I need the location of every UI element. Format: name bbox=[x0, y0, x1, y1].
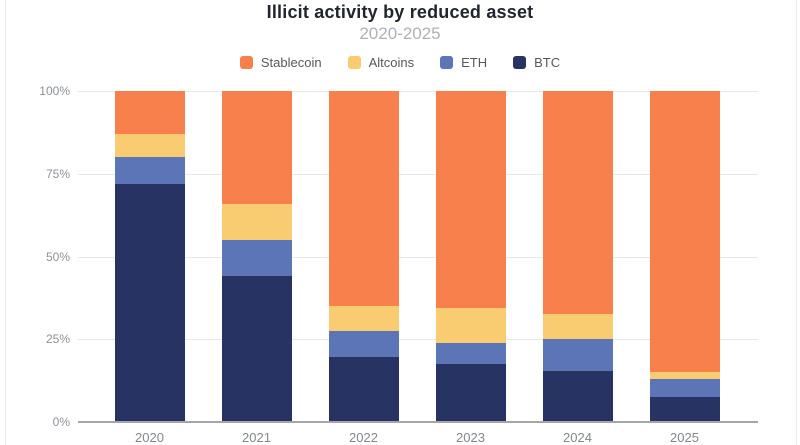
segment-stablecoin-2022 bbox=[328, 91, 399, 307]
bar-slot-2020: 2020 bbox=[96, 91, 203, 445]
gridline-25 bbox=[78, 339, 758, 341]
gridline-50 bbox=[78, 256, 758, 258]
y-axis-tick-100: 100% bbox=[39, 84, 70, 98]
gridline-75 bbox=[78, 173, 758, 175]
segment-eth-2025 bbox=[649, 378, 720, 398]
segment-altcoins-2021 bbox=[221, 203, 292, 240]
legend-swatch-stablecoin bbox=[239, 56, 253, 69]
card-border-left bbox=[5, 0, 6, 445]
legend-label-btc: BTC bbox=[534, 55, 561, 70]
bar-2021 bbox=[221, 91, 292, 422]
gridline-100 bbox=[78, 91, 758, 92]
segment-altcoins-2024 bbox=[542, 314, 613, 340]
segment-stablecoin-2020 bbox=[114, 91, 185, 135]
bar-2022 bbox=[328, 91, 399, 422]
segment-btc-2021 bbox=[221, 276, 292, 422]
legend-item-btc[interactable]: BTC bbox=[513, 55, 560, 70]
legend-item-altcoins[interactable]: Altcoins bbox=[347, 55, 415, 70]
x-axis-tick-2025: 2025 bbox=[670, 430, 699, 445]
bar-slot-2023: 2023 bbox=[417, 91, 524, 445]
segment-eth-2020 bbox=[114, 157, 185, 184]
segment-eth-2022 bbox=[328, 330, 399, 358]
bar-slot-2025: 2025 bbox=[631, 91, 738, 445]
segment-stablecoin-2025 bbox=[649, 91, 720, 373]
x-axis-tick-2020: 2020 bbox=[135, 430, 164, 445]
y-axis-tick-75: 75% bbox=[45, 166, 70, 181]
legend-swatch-altcoins bbox=[347, 56, 361, 69]
y-axis-tick-25: 25% bbox=[45, 332, 70, 347]
segment-altcoins-2025 bbox=[649, 372, 720, 379]
bar-slot-2022: 2022 bbox=[310, 91, 417, 445]
legend-label-altcoins: Altcoins bbox=[368, 55, 415, 70]
legend-label-eth: ETH bbox=[461, 55, 488, 70]
segment-altcoins-2020 bbox=[114, 134, 185, 158]
segment-btc-2023 bbox=[435, 364, 506, 422]
segment-stablecoin-2021 bbox=[221, 91, 292, 204]
bar-2023 bbox=[435, 91, 506, 422]
legend-swatch-eth bbox=[440, 56, 454, 69]
legend-item-eth[interactable]: ETH bbox=[440, 55, 487, 70]
gridline-0 bbox=[78, 421, 758, 423]
segment-stablecoin-2023 bbox=[435, 91, 506, 308]
bar-2025 bbox=[649, 91, 720, 422]
segment-eth-2023 bbox=[435, 342, 506, 365]
segment-btc-2020 bbox=[114, 183, 185, 422]
x-axis-tick-2021: 2021 bbox=[242, 430, 271, 445]
x-axis-tick-2022: 2022 bbox=[349, 430, 378, 445]
bar-2020 bbox=[114, 91, 185, 422]
bar-slot-2021: 2021 bbox=[203, 91, 310, 445]
chart-title: Illicit activity by reduced asset bbox=[266, 2, 534, 22]
bar-slot-2024: 2024 bbox=[524, 91, 631, 445]
bar-2024 bbox=[542, 91, 613, 422]
segment-altcoins-2023 bbox=[435, 307, 506, 343]
segment-eth-2024 bbox=[542, 339, 613, 371]
chart-subtitle: 2020-2025 bbox=[359, 24, 441, 43]
y-axis-tick-0: 0% bbox=[52, 415, 70, 429]
legend-item-stablecoin[interactable]: Stablecoin bbox=[239, 55, 322, 70]
segment-btc-2022 bbox=[328, 357, 399, 422]
legend-label-stablecoin: Stablecoin bbox=[260, 55, 322, 70]
y-axis-tick-50: 50% bbox=[45, 249, 70, 264]
plot-area: 2020 2021 2022 2023 2024 2025 0% 25% 50% 75% 100% bbox=[39, 84, 758, 445]
card-border-right bbox=[796, 0, 797, 445]
segment-stablecoin-2024 bbox=[542, 91, 613, 315]
legend-swatch-btc bbox=[513, 56, 527, 69]
x-axis-tick-2023: 2023 bbox=[456, 430, 485, 445]
segment-btc-2024 bbox=[542, 370, 613, 422]
x-axis-tick-2024: 2024 bbox=[563, 430, 592, 445]
legend: Stablecoin Altcoins ETH BTC bbox=[0, 55, 800, 70]
segment-altcoins-2022 bbox=[328, 306, 399, 331]
segment-eth-2021 bbox=[221, 239, 292, 277]
bars-container: 2020 2021 2022 2023 2024 2025 bbox=[96, 91, 738, 445]
segment-btc-2025 bbox=[649, 397, 720, 422]
